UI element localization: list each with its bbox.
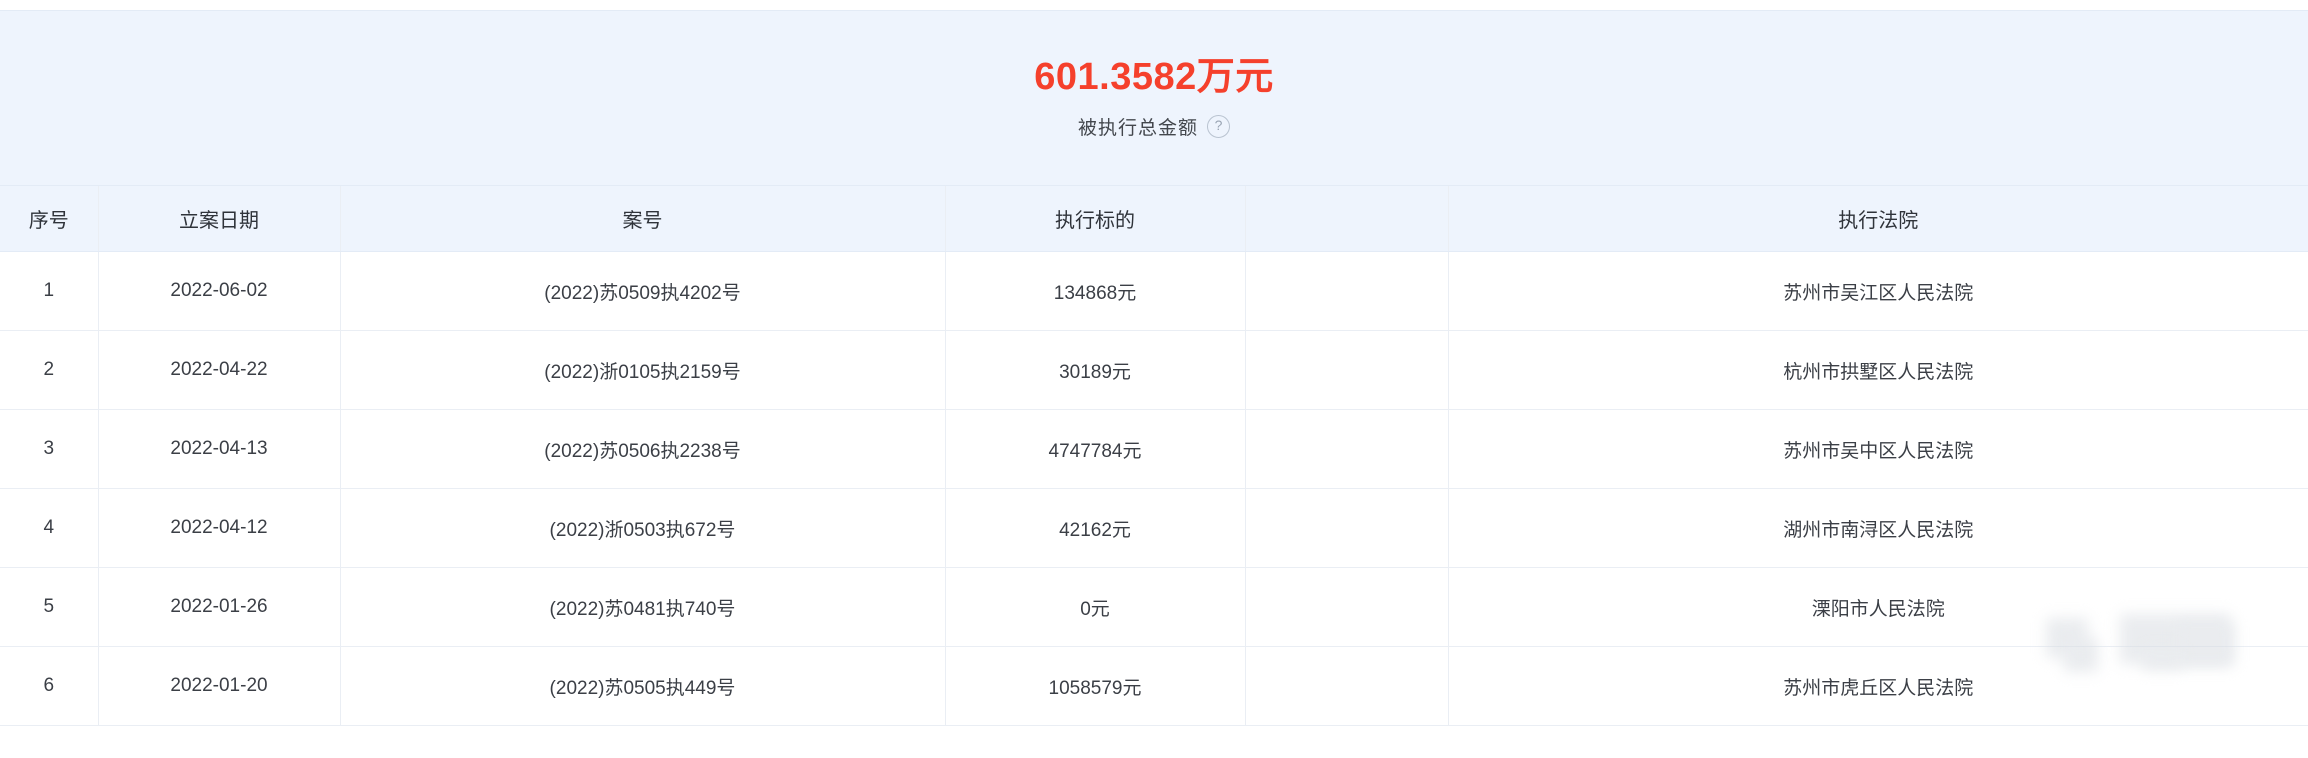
column-header-case-number: 案号 xyxy=(340,186,946,252)
table-header-row: 序号 立案日期 案号 执行标的 执行法院 xyxy=(0,186,2308,252)
execution-records-table: 序号 立案日期 案号 执行标的 执行法院 1 2022-06-02 (2022)… xyxy=(0,186,2308,726)
table-row[interactable]: 1 2022-06-02 (2022)苏0509执4202号 134868元 苏… xyxy=(0,251,2308,331)
cell-filing-date: 2022-04-13 xyxy=(98,409,341,489)
summary-label: 被执行总金额 xyxy=(1077,118,1198,140)
table-row[interactable]: 2 2022-04-22 (2022)浙0105执2159号 30189元 杭州… xyxy=(0,330,2308,410)
column-header-index: 序号 xyxy=(0,186,99,252)
cell-execution-target: 1058579元 xyxy=(945,646,1246,726)
table-row[interactable]: 3 2022-04-13 (2022)苏0506执2238号 4747784元 … xyxy=(0,409,2308,489)
cell-court: 苏州市虎丘区人民法院 xyxy=(1448,646,2308,726)
table-body: 1 2022-06-02 (2022)苏0509执4202号 134868元 苏… xyxy=(0,251,2308,726)
cell-spacer xyxy=(1245,646,1449,726)
cell-filing-date: 2022-01-20 xyxy=(98,646,341,726)
cell-index: 3 xyxy=(0,409,99,489)
cell-case-number[interactable]: (2022)苏0506执2238号 xyxy=(340,409,946,489)
cell-court: 溧阳市人民法院 xyxy=(1448,567,2308,647)
cell-court: 苏州市吴江区人民法院 xyxy=(1448,251,2308,331)
question-circle-icon[interactable]: ? xyxy=(1207,115,1230,139)
cell-index: 1 xyxy=(0,251,99,331)
cell-index: 5 xyxy=(0,567,99,647)
cell-index: 6 xyxy=(0,646,99,726)
cell-case-number[interactable]: (2022)浙0503执672号 xyxy=(340,488,946,568)
table-row[interactable]: 5 2022-01-26 (2022)苏0481执740号 0元 溧阳市人民法院 xyxy=(0,567,2308,647)
cell-case-number[interactable]: (2022)苏0505执449号 xyxy=(340,646,946,726)
cell-court: 湖州市南浔区人民法院 xyxy=(1448,488,2308,568)
summary-label-row: 被执行总金额 ? xyxy=(1078,113,1230,140)
cell-case-number[interactable]: (2022)苏0481执740号 xyxy=(340,567,946,647)
total-executed-amount: 601.3582万元 xyxy=(1034,55,1274,98)
cell-spacer xyxy=(1245,409,1449,489)
column-header-spacer xyxy=(1245,186,1449,252)
cell-court: 杭州市拱墅区人民法院 xyxy=(1448,330,2308,410)
cell-spacer xyxy=(1245,251,1449,331)
summary-banner: 601.3582万元 被执行总金额 ? xyxy=(0,10,2308,186)
cell-spacer xyxy=(1245,330,1449,410)
table-row[interactable]: 4 2022-04-12 (2022)浙0503执672号 42162元 湖州市… xyxy=(0,488,2308,568)
cell-filing-date: 2022-01-26 xyxy=(98,567,341,647)
cell-filing-date: 2022-04-22 xyxy=(98,330,341,410)
cell-index: 4 xyxy=(0,488,99,568)
cell-execution-target: 30189元 xyxy=(945,330,1246,410)
cell-case-number[interactable]: (2022)浙0105执2159号 xyxy=(340,330,946,410)
cell-filing-date: 2022-06-02 xyxy=(98,251,341,331)
column-header-execution-target: 执行标的 xyxy=(945,186,1246,252)
cell-execution-target: 42162元 xyxy=(945,488,1246,568)
cell-execution-target: 4747784元 xyxy=(945,409,1246,489)
cell-execution-target: 134868元 xyxy=(945,251,1246,331)
table-row[interactable]: 6 2022-01-20 (2022)苏0505执449号 1058579元 苏… xyxy=(0,646,2308,726)
cell-index: 2 xyxy=(0,330,99,410)
cell-spacer xyxy=(1245,488,1449,568)
cell-execution-target: 0元 xyxy=(945,567,1246,647)
column-header-filing-date: 立案日期 xyxy=(98,186,341,252)
cell-case-number[interactable]: (2022)苏0509执4202号 xyxy=(340,251,946,331)
cell-court: 苏州市吴中区人民法院 xyxy=(1448,409,2308,489)
cell-spacer xyxy=(1245,567,1449,647)
cell-filing-date: 2022-04-12 xyxy=(98,488,341,568)
table-header: 序号 立案日期 案号 执行标的 执行法院 xyxy=(0,186,2308,252)
column-header-court: 执行法院 xyxy=(1448,186,2308,252)
